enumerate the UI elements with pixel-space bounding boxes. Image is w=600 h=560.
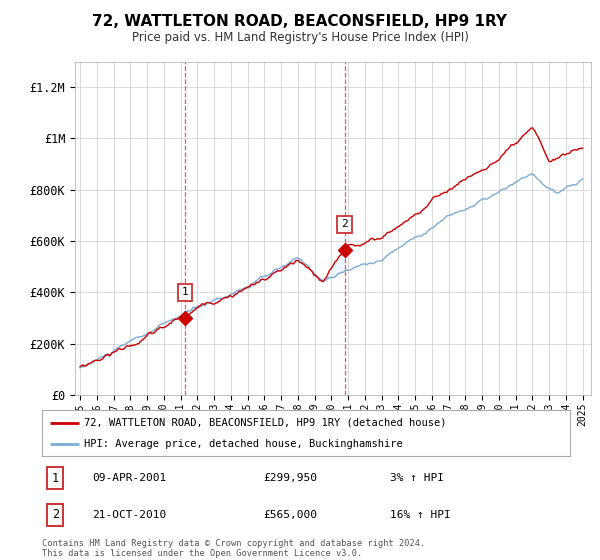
- Text: HPI: Average price, detached house, Buckinghamshire: HPI: Average price, detached house, Buck…: [84, 439, 403, 449]
- Text: 1: 1: [52, 472, 59, 485]
- Text: Contains HM Land Registry data © Crown copyright and database right 2024.
This d: Contains HM Land Registry data © Crown c…: [42, 539, 425, 558]
- Text: 1: 1: [182, 287, 188, 297]
- Text: 09-APR-2001: 09-APR-2001: [92, 473, 166, 483]
- Text: 72, WATTLETON ROAD, BEACONSFIELD, HP9 1RY: 72, WATTLETON ROAD, BEACONSFIELD, HP9 1R…: [92, 14, 508, 29]
- Text: 21-OCT-2010: 21-OCT-2010: [92, 510, 166, 520]
- Text: £565,000: £565,000: [264, 510, 318, 520]
- Text: 16% ↑ HPI: 16% ↑ HPI: [391, 510, 451, 520]
- Text: 2: 2: [52, 508, 59, 521]
- Text: Price paid vs. HM Land Registry's House Price Index (HPI): Price paid vs. HM Land Registry's House …: [131, 31, 469, 44]
- Text: 2: 2: [341, 220, 348, 230]
- Text: £299,950: £299,950: [264, 473, 318, 483]
- Text: 3% ↑ HPI: 3% ↑ HPI: [391, 473, 445, 483]
- Text: 72, WATTLETON ROAD, BEACONSFIELD, HP9 1RY (detached house): 72, WATTLETON ROAD, BEACONSFIELD, HP9 1R…: [84, 418, 447, 428]
